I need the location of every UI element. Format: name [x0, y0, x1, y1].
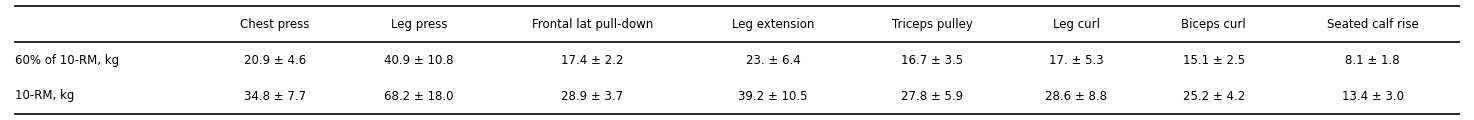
Text: 39.2 ± 10.5: 39.2 ± 10.5 — [738, 90, 808, 102]
Text: Chest press: Chest press — [240, 18, 310, 30]
Text: 25.2 ± 4.2: 25.2 ± 4.2 — [1182, 90, 1246, 102]
Text: 17.4 ± 2.2: 17.4 ± 2.2 — [562, 54, 624, 66]
Text: Biceps curl: Biceps curl — [1181, 18, 1246, 30]
Text: 20.9 ± 4.6: 20.9 ± 4.6 — [243, 54, 307, 66]
Text: 8.1 ± 1.8: 8.1 ± 1.8 — [1346, 54, 1400, 66]
Text: Leg curl: Leg curl — [1052, 18, 1100, 30]
Text: 23. ± 6.4: 23. ± 6.4 — [746, 54, 800, 66]
Text: Leg extension: Leg extension — [733, 18, 814, 30]
Text: 40.9 ± 10.8: 40.9 ± 10.8 — [385, 54, 454, 66]
Text: 68.2 ± 18.0: 68.2 ± 18.0 — [385, 90, 454, 102]
Text: Leg press: Leg press — [391, 18, 448, 30]
Text: 13.4 ± 3.0: 13.4 ± 3.0 — [1341, 90, 1403, 102]
Text: 28.6 ± 8.8: 28.6 ± 8.8 — [1045, 90, 1107, 102]
Text: 60% of 10-RM, kg: 60% of 10-RM, kg — [15, 54, 119, 66]
Text: 27.8 ± 5.9: 27.8 ± 5.9 — [901, 90, 963, 102]
Text: Triceps pulley: Triceps pulley — [892, 18, 973, 30]
Text: 15.1 ± 2.5: 15.1 ± 2.5 — [1182, 54, 1244, 66]
Text: Seated calf rise: Seated calf rise — [1327, 18, 1418, 30]
Text: Frontal lat pull-down: Frontal lat pull-down — [532, 18, 653, 30]
Text: 28.9 ± 3.7: 28.9 ± 3.7 — [562, 90, 624, 102]
Text: 10-RM, kg: 10-RM, kg — [15, 90, 74, 102]
Text: 17. ± 5.3: 17. ± 5.3 — [1049, 54, 1104, 66]
Text: 34.8 ± 7.7: 34.8 ± 7.7 — [243, 90, 305, 102]
Text: 16.7 ± 3.5: 16.7 ± 3.5 — [901, 54, 963, 66]
